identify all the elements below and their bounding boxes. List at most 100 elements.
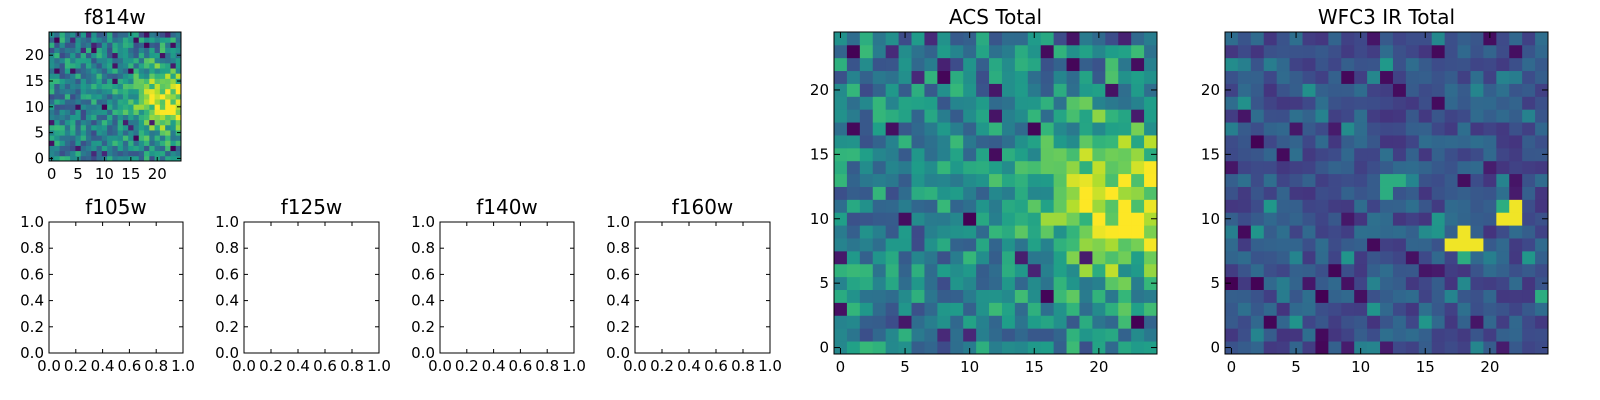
heatmap-cell [59, 68, 66, 74]
heatmap-cell [846, 250, 861, 265]
heatmap-cell [989, 276, 1003, 290]
heatmap-cell [149, 109, 155, 115]
heatmap-cell [1237, 289, 1252, 303]
heatmap-cell [911, 135, 925, 149]
heatmap-cell [75, 88, 82, 95]
x-tick-label: 0.4 [677, 357, 701, 375]
heatmap-cell [91, 93, 97, 100]
heatmap-cell [159, 62, 166, 69]
heatmap-cell [91, 104, 97, 110]
heatmap-cell [1522, 109, 1536, 123]
heatmap-cell [107, 140, 113, 146]
heatmap-cell [1105, 341, 1119, 355]
heatmap-cell [154, 42, 161, 48]
x-tick-label: 20 [1480, 358, 1499, 376]
heatmap-cell [1027, 341, 1042, 355]
heatmap-cell [846, 341, 861, 355]
heatmap-cells [1225, 32, 1549, 355]
heatmap-cell [1079, 173, 1093, 187]
heatmap-cell [101, 104, 108, 110]
heatmap-cell [963, 83, 977, 97]
heatmap-cell [1341, 276, 1355, 290]
heatmap-cell [70, 140, 76, 146]
heatmap-cell [1380, 302, 1394, 316]
heatmap-cell [872, 96, 887, 110]
heatmap-cell [54, 88, 60, 95]
heatmap-cell [144, 145, 150, 152]
heatmap-cell [1276, 328, 1290, 342]
heatmap-cell [80, 145, 87, 152]
heatmap-cell [872, 70, 887, 84]
heatmap-cell [1118, 263, 1132, 278]
heatmap-cell [80, 78, 87, 84]
heatmap-cell [85, 99, 92, 105]
heatmap-cell [846, 122, 861, 136]
axes-frame [833, 31, 1158, 355]
heatmap-cell [1483, 199, 1497, 213]
heatmap-cell [834, 135, 848, 149]
heatmap-cell [1131, 212, 1145, 226]
heatmap-cell [898, 302, 912, 316]
heatmap-cell [846, 160, 861, 175]
heatmap-cell [165, 88, 171, 95]
heatmap-cell [138, 78, 145, 84]
heatmap-cell [1418, 160, 1433, 175]
heatmap-cell [911, 238, 925, 252]
heatmap-cell [1315, 276, 1329, 290]
heatmap-cell [64, 42, 71, 48]
heatmap-cell [170, 47, 177, 54]
heatmap-cell [1405, 173, 1420, 187]
heatmap-cell [1131, 147, 1145, 162]
heatmap-cell [1001, 109, 1016, 123]
heatmap-cell [1027, 302, 1042, 316]
heatmap-cell [54, 32, 60, 38]
y-tick-label: 5 [1210, 274, 1220, 292]
heatmap-cell [96, 93, 103, 100]
heatmap-cell [1276, 83, 1290, 97]
heatmap-cell [80, 109, 87, 115]
heatmap-cell [976, 96, 990, 110]
heatmap-cell [911, 147, 925, 162]
heatmap-cell [85, 88, 92, 95]
heatmap-cell [1431, 250, 1446, 265]
heatmap-cell [834, 302, 848, 316]
y-tick-label: 0.6 [20, 265, 44, 283]
heatmap-cell [1118, 341, 1132, 355]
heatmap-cell [149, 52, 155, 59]
heatmap-cell [1092, 250, 1106, 265]
heatmap-cell [144, 68, 150, 74]
heatmap-cell [117, 73, 124, 79]
heatmap-cell [1105, 276, 1119, 290]
heatmap-cell [1444, 57, 1458, 72]
heatmap-cell [1079, 147, 1093, 162]
heatmap-cell [154, 37, 161, 43]
heatmap-cell [963, 135, 977, 149]
heatmap-cell [1105, 315, 1119, 329]
heatmap-cell [64, 57, 71, 64]
heatmap-cell [1144, 328, 1158, 342]
heatmap-cell [1131, 186, 1145, 200]
heatmap-cell [1302, 199, 1316, 213]
heatmap-cell [937, 250, 951, 265]
heatmap-cell [859, 122, 874, 136]
heatmap-cell [1380, 109, 1394, 123]
heatmap-cell [112, 109, 119, 115]
heatmap-cell [170, 109, 177, 115]
heatmap-cell [1431, 315, 1446, 329]
heatmap-cell [911, 160, 925, 175]
heatmap-cell [1040, 109, 1055, 123]
heatmap-cell [101, 93, 108, 100]
heatmap-cell [128, 114, 134, 121]
heatmap-cell [1079, 212, 1093, 226]
heatmap-cell [963, 341, 977, 355]
heatmap-cell [80, 57, 87, 64]
heatmap-cell [1418, 147, 1433, 162]
heatmap-cell [175, 57, 182, 64]
heatmap-cell [963, 199, 977, 213]
heatmap-cell [950, 250, 964, 265]
heatmap-cell [1380, 238, 1394, 252]
heatmap-cell [989, 57, 1003, 72]
heatmap-cell [1341, 122, 1355, 136]
heatmap-cell [1001, 70, 1016, 84]
